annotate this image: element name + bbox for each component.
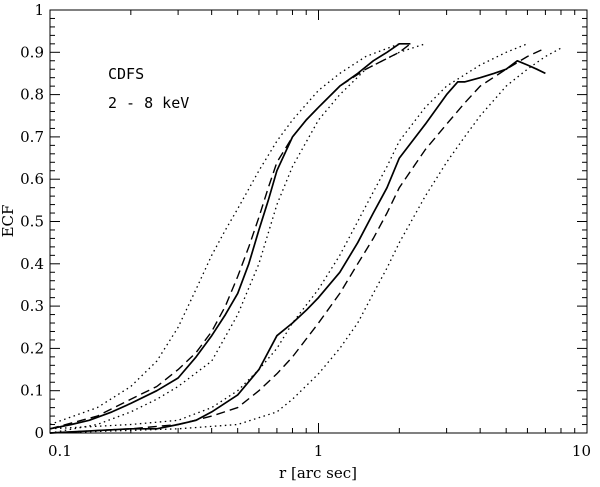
series-line-inner-dotted [49,43,426,434]
x-tick-label: 0.1 [48,442,72,460]
y-tick-label: 0.7 [20,128,44,146]
y-tick-label: 0.1 [20,382,44,400]
y-tick-label: 1 [34,1,44,19]
series-line-inner-dotted [49,43,400,426]
series-line-inner-solid [49,42,411,430]
y-tick-label: 0.4 [20,255,44,273]
x-tick-label: 10 [572,442,591,460]
y-tick-label: 0.5 [20,213,44,231]
series-line-outer-dotted [49,47,562,434]
series-line-inner-dashed [49,43,411,430]
y-tick-label: 0.6 [20,170,44,188]
y-tick-label: 0.8 [20,86,44,104]
x-tick-label: 1 [314,442,324,460]
y-tick-label: 0.2 [20,339,44,357]
y-tick-label: 0.3 [20,297,44,315]
tick-labels: 00.10.20.30.40.50.60.70.80.910.1 1 10 [20,1,591,460]
series-line-outer-dashed [49,47,546,434]
y-tick-label: 0 [34,424,44,442]
series-line-outer-dotted [49,43,528,430]
series-group [49,42,562,434]
axis-ticks [49,9,587,434]
annotation-energy: 2 - 8 keV [108,94,189,112]
y-axis-label: ECF [0,205,17,238]
y-tick-label: 0.9 [20,43,44,61]
annotation-cdfs: CDFS [108,65,144,83]
x-axis-label: r [arc sec] [279,464,357,482]
series-line-outer-solid [49,59,546,434]
